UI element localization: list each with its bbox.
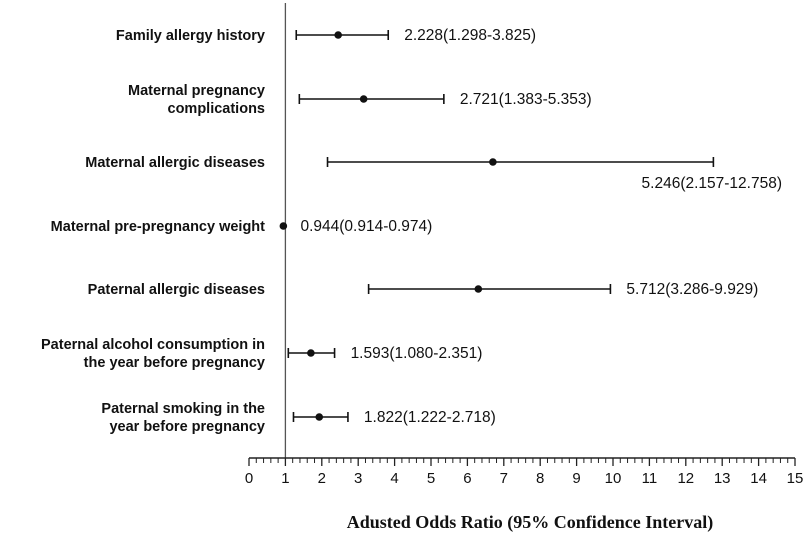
x-tick-label: 11 xyxy=(642,470,658,487)
x-tick-label: 0 xyxy=(245,470,253,487)
x-tick-label: 14 xyxy=(750,470,767,487)
or-value-label: 2.228(1.298-3.825) xyxy=(404,27,536,44)
x-tick-label: 4 xyxy=(390,470,398,487)
or-value-label: 5.246(2.157-12.758) xyxy=(642,175,782,192)
x-tick-label: 3 xyxy=(354,470,362,487)
x-tick-label: 5 xyxy=(427,470,435,487)
row-label: complications xyxy=(168,101,266,117)
forest-row: Paternal smoking in the year before pregn… xyxy=(101,401,495,435)
row-label: Paternal alcohol consumption in xyxy=(41,337,265,353)
x-tick-label: 15 xyxy=(787,470,804,487)
row-label: Paternal allergic diseases xyxy=(88,282,265,298)
x-tick-label: 9 xyxy=(572,470,580,487)
or-value-label: 5.712(3.286-9.929) xyxy=(626,281,758,298)
row-label: Paternal smoking in the xyxy=(101,401,265,417)
point-estimate xyxy=(307,349,315,357)
row-label: year before pregnancy xyxy=(109,419,265,435)
x-tick-label: 7 xyxy=(500,470,508,487)
row-label: Family allergy history xyxy=(116,28,265,44)
x-tick-label: 10 xyxy=(605,470,622,487)
x-axis-title: Adusted Odds Ratio (95% Confidence Inter… xyxy=(347,512,714,533)
point-estimate xyxy=(359,95,368,103)
or-value-label: 2.721(1.383-5.353) xyxy=(460,91,592,108)
point-estimate xyxy=(279,222,288,230)
x-tick-label: 12 xyxy=(677,470,694,487)
row-label: Maternal allergic diseases xyxy=(85,155,265,171)
row-label: Maternal pre-pregnancy weight xyxy=(51,219,265,235)
forest-row: Maternal pregnancy complications 2.721(1.3… xyxy=(128,83,592,117)
point-estimate xyxy=(474,285,483,293)
x-tick-label: 2 xyxy=(318,470,326,487)
or-value-label: 1.593(1.080-2.351) xyxy=(351,345,483,362)
row-label: Maternal pregnancy xyxy=(128,83,265,99)
point-estimate xyxy=(315,413,324,421)
or-value-label: 1.822(1.222-2.718) xyxy=(364,409,496,426)
forest-row: Paternal alcohol consumption in the year … xyxy=(41,337,482,371)
forest-row: Maternal allergic diseases 5.246(2.157-12… xyxy=(85,155,782,192)
x-tick-label: 8 xyxy=(536,470,544,487)
or-value-label: 0.944(0.914-0.974) xyxy=(300,218,432,235)
x-tick-label: 6 xyxy=(463,470,471,487)
point-estimate xyxy=(334,31,342,39)
forest-row: Paternal allergic diseases 5.712(3.286-9.… xyxy=(88,281,759,298)
x-tick-label: 1 xyxy=(281,470,289,487)
forest-row: Family allergy history 2.228(1.298-3.825) xyxy=(116,27,536,44)
forest-row: Maternal pre-pregnancy weight 0.944(0.914… xyxy=(51,218,433,235)
row-label: the year before pregnancy xyxy=(84,355,265,371)
x-tick-label: 13 xyxy=(714,470,731,487)
point-estimate xyxy=(489,158,497,166)
